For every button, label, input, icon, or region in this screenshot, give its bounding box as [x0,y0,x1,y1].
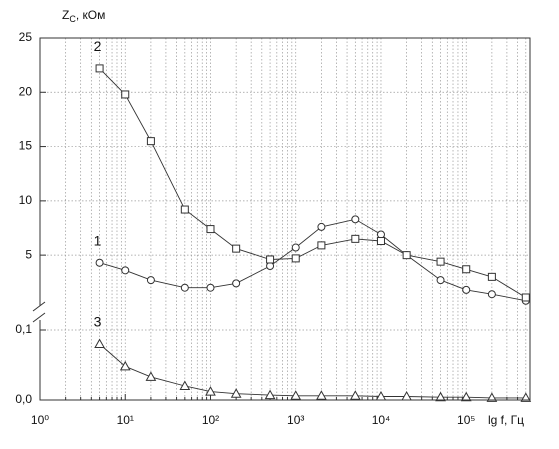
x-tick-label: 10⁵ [457,413,475,427]
marker [180,283,189,292]
series-line [99,68,527,298]
marker [145,371,157,381]
x-axis-label: lg f, Гц [488,413,524,427]
series-label: 1 [94,232,102,248]
marker [94,338,105,348]
marker [232,279,241,288]
marker [520,392,532,402]
series-label: 2 [94,38,102,54]
series-label: 3 [94,314,102,330]
marker [291,254,300,263]
x-tick-label: 10³ [287,413,304,427]
y-tick-label: 5 [25,247,32,261]
marker [232,244,241,253]
marker [376,230,385,239]
axis-break-mark [32,312,46,323]
marker [486,392,498,402]
marker [266,255,275,264]
marker [180,205,189,214]
marker [290,390,302,400]
y-tick-label: 10 [19,193,33,207]
marker [376,237,385,246]
marker [264,389,276,400]
marker [436,276,445,285]
y-tick-label: 0,0 [15,392,32,406]
marker [121,90,130,99]
marker [436,257,445,266]
marker [205,386,216,396]
axis-break-mark [32,301,46,312]
y-tick-label: 15 [19,139,33,153]
series-line [99,343,526,399]
marker [291,243,300,252]
y-label-main: Z [62,8,69,22]
marker [462,285,471,294]
x-tick-label: 10⁰ [31,413,49,427]
marker [487,290,496,299]
marker [95,258,104,267]
axis-break-gap [34,306,46,320]
marker [179,380,191,390]
marker [317,222,326,231]
marker [206,283,215,292]
marker [401,390,412,401]
marker [146,137,155,146]
y-tick-label: 25 [19,30,33,44]
x-tick-label: 10² [202,413,219,427]
marker [146,276,155,285]
marker [487,272,496,281]
marker [349,390,361,400]
marker [230,388,242,398]
plot-frame [39,37,531,401]
marker [351,215,360,224]
marker [317,241,326,250]
y-tick-label: 20 [19,84,33,98]
marker [462,265,471,274]
marker [521,293,530,302]
series-line [99,218,526,302]
marker [266,262,275,270]
x-tick-label: 10⁴ [372,413,391,427]
y-tick-label: 0,1 [15,322,32,336]
marker [206,225,215,234]
marker [435,391,446,402]
marker [351,234,360,243]
marker [460,391,472,402]
y-label-unit: , кОм [76,8,106,22]
x-tick-label: 10¹ [117,413,134,427]
marker [316,390,327,400]
y-label-sub: C [69,14,76,24]
marker [402,251,411,260]
marker [119,360,131,371]
marker [121,266,130,275]
marker [95,64,104,73]
y-axis-label: ZC, кОм [62,8,105,24]
